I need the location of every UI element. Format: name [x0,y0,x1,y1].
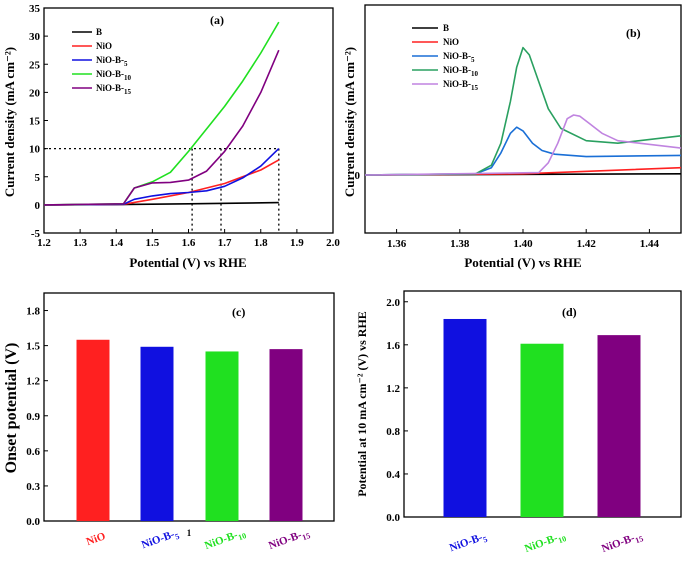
panel-c-bar [140,346,174,521]
panel-a-xtick-label: 1.6 [182,237,196,249]
panel-c-ytick-label: 0.0 [26,516,40,528]
panel-c-label: (c) [232,305,245,319]
panel-b-ytick-label: 0 [355,170,361,182]
panel-a-ylabel: Current density (mA cm⁻²) [2,47,17,197]
panel-d-bar [520,343,564,517]
panel-d-plot: (d) Potential at 10 mA cm⁻² (V) vs RHE 0… [355,290,682,557]
panel-c-category-label: NiO [85,530,108,548]
panel-b-xtick-label: 1.36 [387,238,407,250]
panel-a-ytick-label: 35 [29,3,41,15]
panel-b-xtick-label: 1.44 [640,238,660,250]
panel-a-xtick-label: 1.9 [290,237,304,249]
panel-d-label: (d) [562,305,577,319]
panel-c-plot: (c) Onset potential (V) 1 0.0 0.3 0.6 0.9 1.… [3,292,335,554]
panel-a-xtick-label: 1.5 [146,237,160,249]
panel-a-ytick-label: 0 [35,200,41,212]
panel-c-category-label: NiO-B-15 [267,526,311,554]
panel-c-ytick-label: 0.9 [26,411,40,423]
panel-a-legend-label: NiO-B-10 [96,69,132,82]
panel-b-legend-label: NiO-B-10 [443,65,479,78]
panel-d-ytick-label: 0.0 [386,512,400,524]
panel-c-bar [205,351,239,521]
panel-d-bar [443,318,487,517]
panel-c-ytick-label: 0.6 [26,446,40,458]
panel-d-ylabel: Potential at 10 mA cm⁻² (V) vs RHE [355,311,369,497]
panel-c-ylabel: Onset potential (V) [3,343,20,474]
panel-d-ytick-label: 0.4 [386,469,400,481]
panel-c-stray-label: 1 [187,528,192,538]
panel-a-legend-label: NiO-B-5 [96,55,128,68]
panel-a-ytick-label: 20 [29,87,41,99]
panel-b-ylabel: Current density (mA cm⁻²) [342,47,357,197]
panel-a-plot: (a) Potential (V) vs RHE Current density… [2,3,340,270]
panel-b-legend-label: B [443,23,449,33]
panel-c-category-label: NiO-B-5 [140,527,181,553]
panel-a-xtick-label: 1.2 [37,237,51,249]
panel-a-series-line [43,148,280,206]
panel-a-legend-label: NiO [96,41,112,51]
panel-d-ytick-label: 0.8 [386,426,400,438]
panel-b-xtick-label: 1.42 [577,238,597,250]
panel-a-xtick-label: 2.0 [326,237,340,249]
panel-c-bar [269,349,303,521]
panel-a-label: (a) [210,13,224,27]
panel-a-xtick-label: 1.7 [218,237,232,249]
panel-b-legend-label: NiO-B-15 [443,79,479,92]
panel-b-legend-label: NiO-B-5 [443,51,475,64]
panel-d-ytick-label: 1.6 [386,340,400,352]
panel-b-plot: (b) Potential (V) vs RHE Current density… [342,4,682,270]
panel-a-frame [43,7,334,234]
panel-c-ytick-label: 0.3 [26,481,40,493]
panel-a-ytick-label: 30 [29,31,41,43]
panel-a-ytick-label: 15 [29,116,41,128]
panel-b-xlabel: Potential (V) vs RHE [464,255,581,270]
panel-b-series-line [364,126,682,176]
panel-d-ytick-label: 1.2 [386,383,400,395]
panel-a-ytick-label: 25 [29,59,41,71]
panel-a-legend-label: B [96,27,102,37]
panel-d-category-label: NiO-B-10 [523,529,567,557]
panel-a-xtick-label: 1.4 [109,237,123,249]
panel-d-category-label: NiO-B-5 [448,530,489,556]
panel-d-ytick-label: 2.0 [386,297,400,309]
panel-a-series-line [43,49,280,206]
panel-d-bar [597,335,641,517]
panel-b-series-line [364,114,682,176]
panel-b-xtick-label: 1.38 [450,238,470,250]
panel-c-bar [76,339,110,521]
panel-c-category-label: NiO-B-10 [203,526,247,554]
panel-c-ytick-label: 1.2 [26,376,40,388]
panel-a-xtick-label: 1.8 [254,237,268,249]
panel-c-ytick-label: 1.5 [26,341,40,353]
panel-b-legend-label: NiO [443,37,459,47]
panel-a-ytick-label: 10 [29,144,41,156]
panel-d-category-label: NiO-B-15 [600,529,644,557]
panel-c-ytick-label: 1.8 [26,306,40,318]
panel-a-ytick-label: 5 [35,172,41,184]
panel-b-label: (b) [626,26,641,40]
panel-a-xlabel: Potential (V) vs RHE [129,255,246,270]
panel-c-frame [43,292,335,522]
panel-a-xtick-label: 1.3 [73,237,87,249]
panel-a-legend-label: NiO-B-15 [96,83,132,96]
panel-b-xtick-label: 1.40 [513,238,533,250]
panel-a-ytick-label: -5 [31,228,41,240]
panel-b-series-line [364,46,682,176]
